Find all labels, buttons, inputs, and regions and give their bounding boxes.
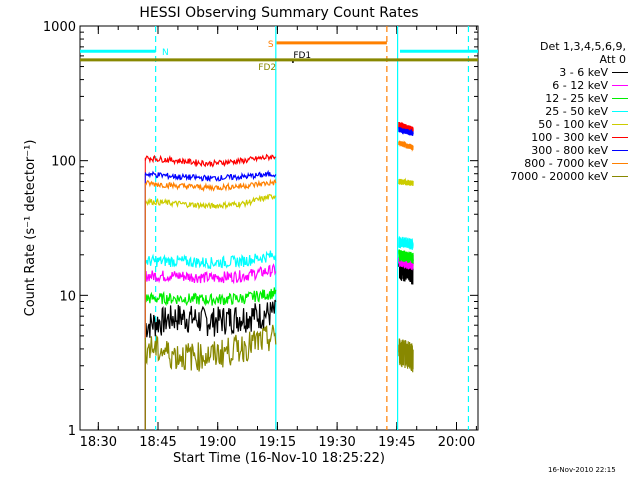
series-line [398, 338, 414, 373]
x-axis-label: Start Time (16-Nov-10 18:25:22) [173, 451, 385, 466]
legend-header-line2: Att 0 [599, 53, 626, 66]
y-tick-label: 1000 [43, 20, 76, 35]
generated-timestamp: 16-Nov-2010 22:15 [548, 466, 616, 474]
x-tick-label: 19:15 [259, 435, 296, 450]
legend-swatch [612, 72, 628, 73]
x-tick-label: 19:30 [318, 435, 355, 450]
legend-entry: 50 - 100 keV [476, 118, 636, 131]
chart-legend: Det 1,3,4,5,6,9, Att 0 3 - 6 keV 6 - 12 k… [476, 40, 636, 183]
x-tick-label: 18:30 [80, 435, 117, 450]
legend-label: 800 - 7000 keV [524, 157, 608, 170]
x-tick-label: 20:00 [438, 435, 475, 450]
legend-label: 300 - 800 keV [531, 144, 608, 157]
y-tick-label: 100 [51, 155, 76, 170]
flag-point [291, 60, 294, 63]
legend-entry: 100 - 300 keV [476, 131, 636, 144]
legend-label: 3 - 6 keV [559, 66, 608, 79]
flag-label: FD1 [293, 51, 311, 61]
flag-label: N [162, 48, 169, 58]
legend-label: 7000 - 20000 keV [510, 170, 608, 183]
series-line [144, 169, 277, 183]
legend-swatch [612, 111, 628, 112]
series-line [398, 236, 414, 250]
legend-entry: 7000 - 20000 keV [476, 170, 636, 183]
flag-label: FD2 [258, 63, 276, 73]
series-line [398, 177, 414, 187]
chart-title: HESSI Observing Summary Count Rates [139, 5, 418, 21]
legend-entry: 3 - 6 keV [476, 66, 636, 79]
legend-label: 12 - 25 keV [545, 92, 608, 105]
legend-swatch [612, 85, 628, 86]
legend-swatch [612, 163, 628, 164]
x-tick-label: 19:00 [199, 435, 236, 450]
series-line [144, 263, 277, 285]
series-line [144, 193, 277, 210]
flag-label: S [268, 40, 274, 50]
legend-entry: 300 - 800 keV [476, 144, 636, 157]
legend-header-line1: Det 1,3,4,5,6,9, [539, 40, 626, 53]
plot-frame [79, 25, 479, 431]
series-line [398, 126, 414, 136]
legend-label: 50 - 100 keV [538, 118, 608, 131]
series-line [144, 287, 277, 307]
legend-label: 25 - 50 keV [545, 105, 608, 118]
y-tick-label: 1 [68, 424, 76, 439]
legend-swatch [612, 98, 628, 99]
legend-swatch [612, 176, 628, 177]
series-line [398, 249, 414, 264]
series-line [144, 299, 277, 338]
legend-entry: 25 - 50 keV [476, 105, 636, 118]
legend-entry: 6 - 12 keV [476, 79, 636, 92]
legend-swatch [612, 150, 628, 151]
legend-label: 100 - 300 keV [531, 131, 608, 144]
y-axis-label: Count Rate (s⁻¹ detector⁻¹) [23, 140, 38, 317]
legend-swatch [612, 124, 628, 125]
x-tick-label: 18:45 [139, 435, 176, 450]
series-line [144, 250, 277, 269]
legend-swatch [612, 137, 628, 138]
y-tick-label: 10 [59, 289, 76, 304]
legend-entry: 800 - 7000 keV [476, 157, 636, 170]
legend-label: 6 - 12 keV [552, 79, 608, 92]
series-line [398, 140, 414, 152]
series-line [144, 153, 276, 168]
series-line [144, 324, 277, 372]
legend-entry: 12 - 25 keV [476, 92, 636, 105]
series-line [145, 178, 277, 193]
x-tick-label: 19:45 [378, 435, 415, 450]
